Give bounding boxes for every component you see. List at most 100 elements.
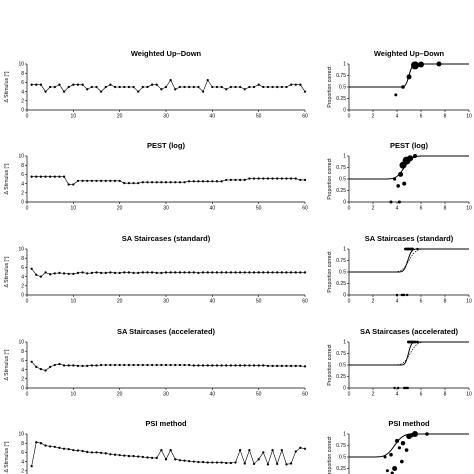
- data-point: [192, 460, 195, 463]
- data-point: [303, 271, 307, 274]
- data-point: [234, 85, 237, 89]
- y-axis-label: Δ Stimulus [°]: [4, 349, 10, 380]
- panel-title: SA Staircases (standard): [122, 234, 211, 243]
- data-point: [90, 271, 94, 275]
- y-tick-label: 0: [343, 386, 346, 392]
- y-axis-label: Proportion correct: [327, 251, 333, 293]
- data-point: [407, 340, 410, 344]
- data-point: [164, 181, 168, 184]
- data-point: [220, 180, 223, 183]
- data-point: [113, 179, 117, 182]
- data-point: [395, 438, 399, 443]
- x-tick-label: 4: [396, 392, 399, 398]
- data-point: [397, 200, 401, 204]
- data-point: [436, 61, 442, 67]
- data-point: [197, 180, 200, 183]
- data-point: [401, 85, 405, 89]
- data-point: [389, 452, 393, 457]
- data-point: [257, 458, 260, 461]
- y-tick-label: 2: [21, 191, 24, 197]
- data-point: [215, 364, 219, 367]
- data-point: [99, 179, 103, 182]
- y-tick-label: 0.25: [336, 374, 346, 380]
- y-tick-label: 0: [21, 200, 24, 206]
- data-point: [299, 446, 302, 449]
- x-tick-label: 8: [444, 392, 447, 398]
- x-tick-label: 20: [117, 114, 123, 120]
- y-tick-label: 8: [21, 163, 24, 169]
- data-point: [58, 446, 61, 449]
- panel-r4-right: SA Staircases (accelerated) 0 0.25 0.5 0.75 1…: [327, 327, 472, 398]
- data-point: [99, 90, 103, 93]
- data-point: [104, 179, 107, 182]
- data-point: [35, 365, 38, 368]
- x-tick-label: 40: [210, 392, 216, 398]
- data-point: [49, 85, 52, 89]
- data-point: [76, 449, 80, 452]
- data-point: [206, 180, 209, 183]
- data-point: [39, 442, 43, 445]
- x-tick-label: 2: [372, 392, 375, 398]
- data-point: [90, 179, 94, 182]
- data-point: [206, 271, 209, 274]
- x-tick-label: 20: [117, 206, 123, 212]
- data-point: [132, 85, 135, 89]
- data-point: [215, 271, 219, 274]
- data-point: [81, 449, 84, 453]
- data-point: [389, 200, 393, 204]
- data-point: [146, 85, 149, 89]
- data-point: [141, 363, 144, 367]
- data-point: [257, 177, 260, 180]
- x-tick-label: 0: [348, 206, 351, 212]
- data-point: [416, 340, 419, 344]
- fit-curve: [349, 248, 469, 273]
- data-point: [413, 340, 417, 344]
- series-line: [31, 441, 306, 467]
- data-point: [95, 271, 98, 274]
- x-tick-label: 60: [302, 392, 308, 398]
- y-tick-label: 4: [21, 459, 24, 465]
- data-point: [95, 179, 98, 182]
- data-point: [155, 271, 158, 275]
- data-point: [127, 181, 131, 185]
- data-point: [289, 271, 293, 274]
- data-point: [238, 178, 242, 182]
- y-tick-label: 8: [21, 441, 24, 447]
- data-point: [262, 85, 265, 89]
- x-tick-label: 30: [163, 114, 169, 120]
- panel-r1-left: Weighted Up–Down 0 2 4 6 8 10 0 10 20 30 40 50 60 Δ St…: [4, 49, 308, 120]
- x-tick-label: 8: [444, 114, 447, 120]
- data-point: [81, 179, 84, 182]
- data-point: [206, 78, 209, 82]
- data-point: [35, 441, 38, 444]
- x-tick-label: 50: [256, 299, 262, 305]
- data-point: [30, 83, 33, 86]
- data-point: [206, 364, 209, 367]
- data-point: [169, 363, 172, 367]
- data-point: [211, 85, 214, 89]
- x-tick-label: 0: [26, 114, 29, 120]
- data-point: [225, 364, 228, 367]
- data-point: [280, 85, 283, 89]
- data-point: [58, 362, 61, 366]
- data-point: [53, 445, 56, 449]
- data-point: [252, 462, 256, 466]
- data-point: [123, 85, 126, 89]
- data-point: [211, 180, 214, 183]
- data-point: [164, 458, 168, 461]
- panel-title: SA Staircases (standard): [365, 234, 454, 243]
- data-point: [225, 271, 228, 274]
- data-point: [229, 461, 233, 465]
- y-tick-label: 6: [21, 450, 24, 456]
- data-point: [188, 459, 191, 463]
- data-point: [413, 154, 417, 158]
- data-point: [146, 271, 149, 274]
- data-point: [183, 85, 186, 89]
- data-point: [132, 363, 135, 367]
- data-point: [403, 293, 406, 297]
- data-point: [58, 175, 61, 178]
- data-point: [35, 273, 38, 276]
- data-point: [192, 364, 195, 367]
- y-tick-label: 0.25: [336, 466, 346, 472]
- data-point: [86, 364, 89, 368]
